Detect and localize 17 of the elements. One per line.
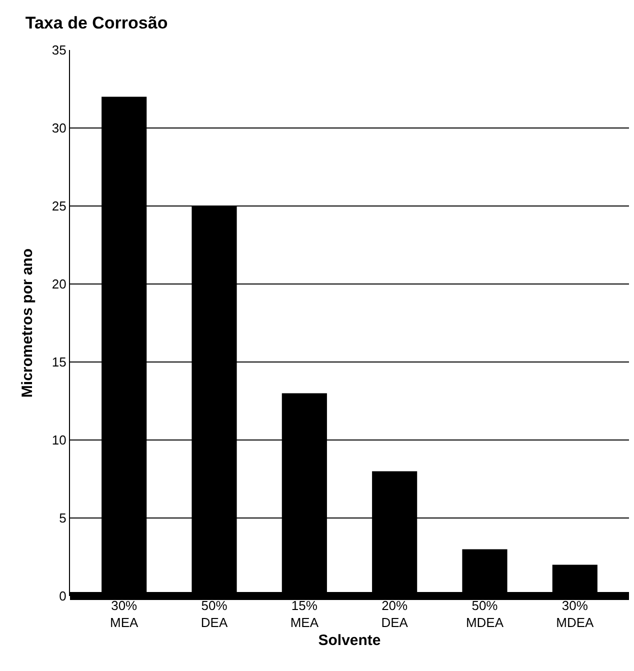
x-tick-label: 30% MDEA bbox=[556, 598, 594, 630]
x-axis-title: Solvente bbox=[318, 632, 381, 649]
y-tick-label: 30 bbox=[52, 120, 66, 136]
y-tick-label: 15 bbox=[52, 354, 66, 370]
y-tick-label: 25 bbox=[52, 198, 66, 214]
x-tick-label: 50% MDEA bbox=[466, 598, 504, 630]
x-tick-label: 50% DEA bbox=[200, 598, 228, 630]
x-tick-label: 15% MEA bbox=[290, 598, 319, 630]
x-tick-label: 20% DEA bbox=[381, 598, 408, 630]
chart-title: Taxa de Corrosão bbox=[25, 14, 168, 33]
x-tick-label: 30% MEA bbox=[110, 598, 139, 630]
y-tick-label: 20 bbox=[52, 276, 66, 292]
y-axis-title: Micrometros por ano bbox=[19, 248, 36, 398]
y-tick-label: 0 bbox=[59, 588, 66, 604]
y-tick-label: 35 bbox=[52, 42, 66, 58]
y-tick-label: 5 bbox=[59, 510, 66, 526]
y-tick-label: 10 bbox=[52, 432, 66, 448]
